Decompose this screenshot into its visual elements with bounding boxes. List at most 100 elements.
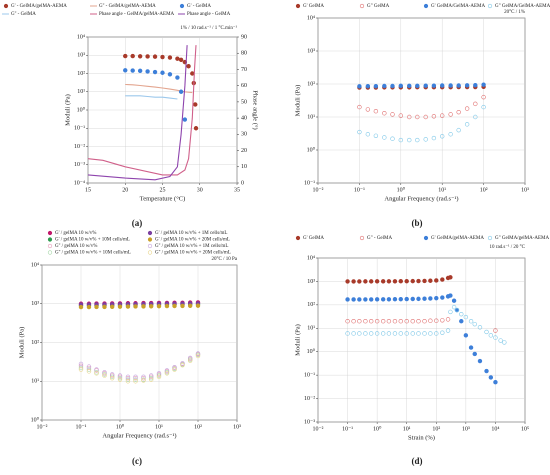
legend-label: G'' / gelMA 10 w/v% + 10M cells/mL <box>55 251 131 256</box>
legend-label: G' GelMA <box>303 236 324 241</box>
data-point <box>386 331 392 336</box>
x-axis-label: Angular Frequency (rad.s⁻¹) <box>384 195 458 202</box>
data-point <box>392 297 398 302</box>
data-point <box>123 68 128 73</box>
data-point <box>172 303 177 309</box>
data-point <box>137 68 143 74</box>
x-tick-label: 10⁻² <box>37 424 48 430</box>
data-point <box>357 331 362 336</box>
y-tick-label: 10⁻¹ <box>74 126 85 132</box>
data-point <box>345 297 350 302</box>
annotation: 20°C / 1% <box>504 10 525 15</box>
data-point <box>145 69 150 74</box>
legend-label: G' GelMA/gelMA-AEMA <box>431 236 484 241</box>
data-point <box>190 71 195 76</box>
x-tick-label: 10³ <box>521 187 529 193</box>
data-point <box>369 297 374 302</box>
data-point <box>398 296 403 302</box>
x-tick-label: 10⁻¹ <box>354 187 365 193</box>
data-point <box>178 89 184 94</box>
x-tick-label: 10¹ <box>403 426 411 432</box>
data-point <box>398 331 403 336</box>
data-point <box>481 94 486 100</box>
data-point <box>484 329 489 335</box>
data-point <box>481 104 486 110</box>
series-line <box>87 45 197 176</box>
y-tick-label: 10⁴ <box>307 255 315 261</box>
data-point <box>440 277 445 282</box>
data-point <box>488 333 494 338</box>
data-point <box>369 279 374 284</box>
data-point <box>187 355 193 361</box>
data-point <box>133 374 138 380</box>
y-tick-label: 10⁴ <box>77 34 85 40</box>
data-point <box>109 304 115 309</box>
data-point <box>187 303 193 309</box>
data-point <box>440 113 445 118</box>
y-tick-label: 10⁻¹ <box>304 180 315 186</box>
data-point <box>160 54 165 60</box>
x-tick-label: 10⁰ <box>397 186 406 193</box>
data-point <box>164 303 170 309</box>
data-point <box>351 331 356 336</box>
data-point <box>86 304 92 310</box>
data-point <box>133 375 138 381</box>
data-point <box>373 108 379 114</box>
data-point <box>454 307 460 313</box>
y2-tick-label: 0 <box>241 180 244 186</box>
series-line <box>87 45 188 181</box>
y-tick-label: 10⁴ <box>31 262 39 268</box>
data-point <box>172 365 177 370</box>
data-point <box>484 368 489 374</box>
data-point <box>380 319 386 324</box>
x-tick-label: 10³ <box>233 424 241 430</box>
data-point <box>404 296 409 302</box>
data-point <box>117 375 123 381</box>
data-point <box>369 319 374 324</box>
data-point <box>382 83 387 89</box>
data-point <box>357 129 362 135</box>
y2-tick-label: 50 <box>241 99 247 105</box>
y-axis-label: Moduli (Pa) <box>64 94 71 126</box>
data-point <box>164 371 170 376</box>
data-point <box>195 353 201 359</box>
data-point <box>477 325 483 330</box>
data-point <box>445 328 451 333</box>
data-point <box>178 57 184 63</box>
data-point <box>357 279 362 284</box>
data-point <box>193 102 198 107</box>
legend-label: G' / gelMA 10 w/v% + 10M cells/mL <box>55 238 130 243</box>
data-point <box>488 375 494 380</box>
data-point <box>428 318 433 323</box>
data-point <box>415 137 420 143</box>
data-point <box>410 319 415 324</box>
data-point <box>440 83 445 88</box>
data-point <box>434 295 439 301</box>
data-point <box>498 338 503 343</box>
data-point <box>175 56 180 61</box>
panel-label: (c) <box>132 456 142 466</box>
y-tick-label: 10² <box>307 81 315 87</box>
data-point <box>357 84 362 89</box>
data-point <box>428 296 433 301</box>
data-point <box>187 358 193 363</box>
data-point <box>386 319 392 324</box>
data-point <box>407 137 412 143</box>
legend-marker <box>487 235 493 241</box>
data-point <box>456 109 461 115</box>
data-point <box>410 331 415 336</box>
data-point <box>123 53 128 59</box>
legend-marker <box>487 3 493 9</box>
x-tick-label: 25 <box>160 187 166 193</box>
data-point <box>374 319 380 324</box>
data-point <box>156 303 162 309</box>
data-point <box>363 319 368 324</box>
y-tick-label: 10³ <box>31 301 39 307</box>
data-point <box>195 351 201 356</box>
data-point <box>78 361 84 367</box>
data-point <box>167 72 173 77</box>
data-point <box>459 319 464 324</box>
data-point <box>374 297 380 302</box>
data-point <box>448 293 453 298</box>
x-tick-label: 10⁻² <box>313 187 324 193</box>
